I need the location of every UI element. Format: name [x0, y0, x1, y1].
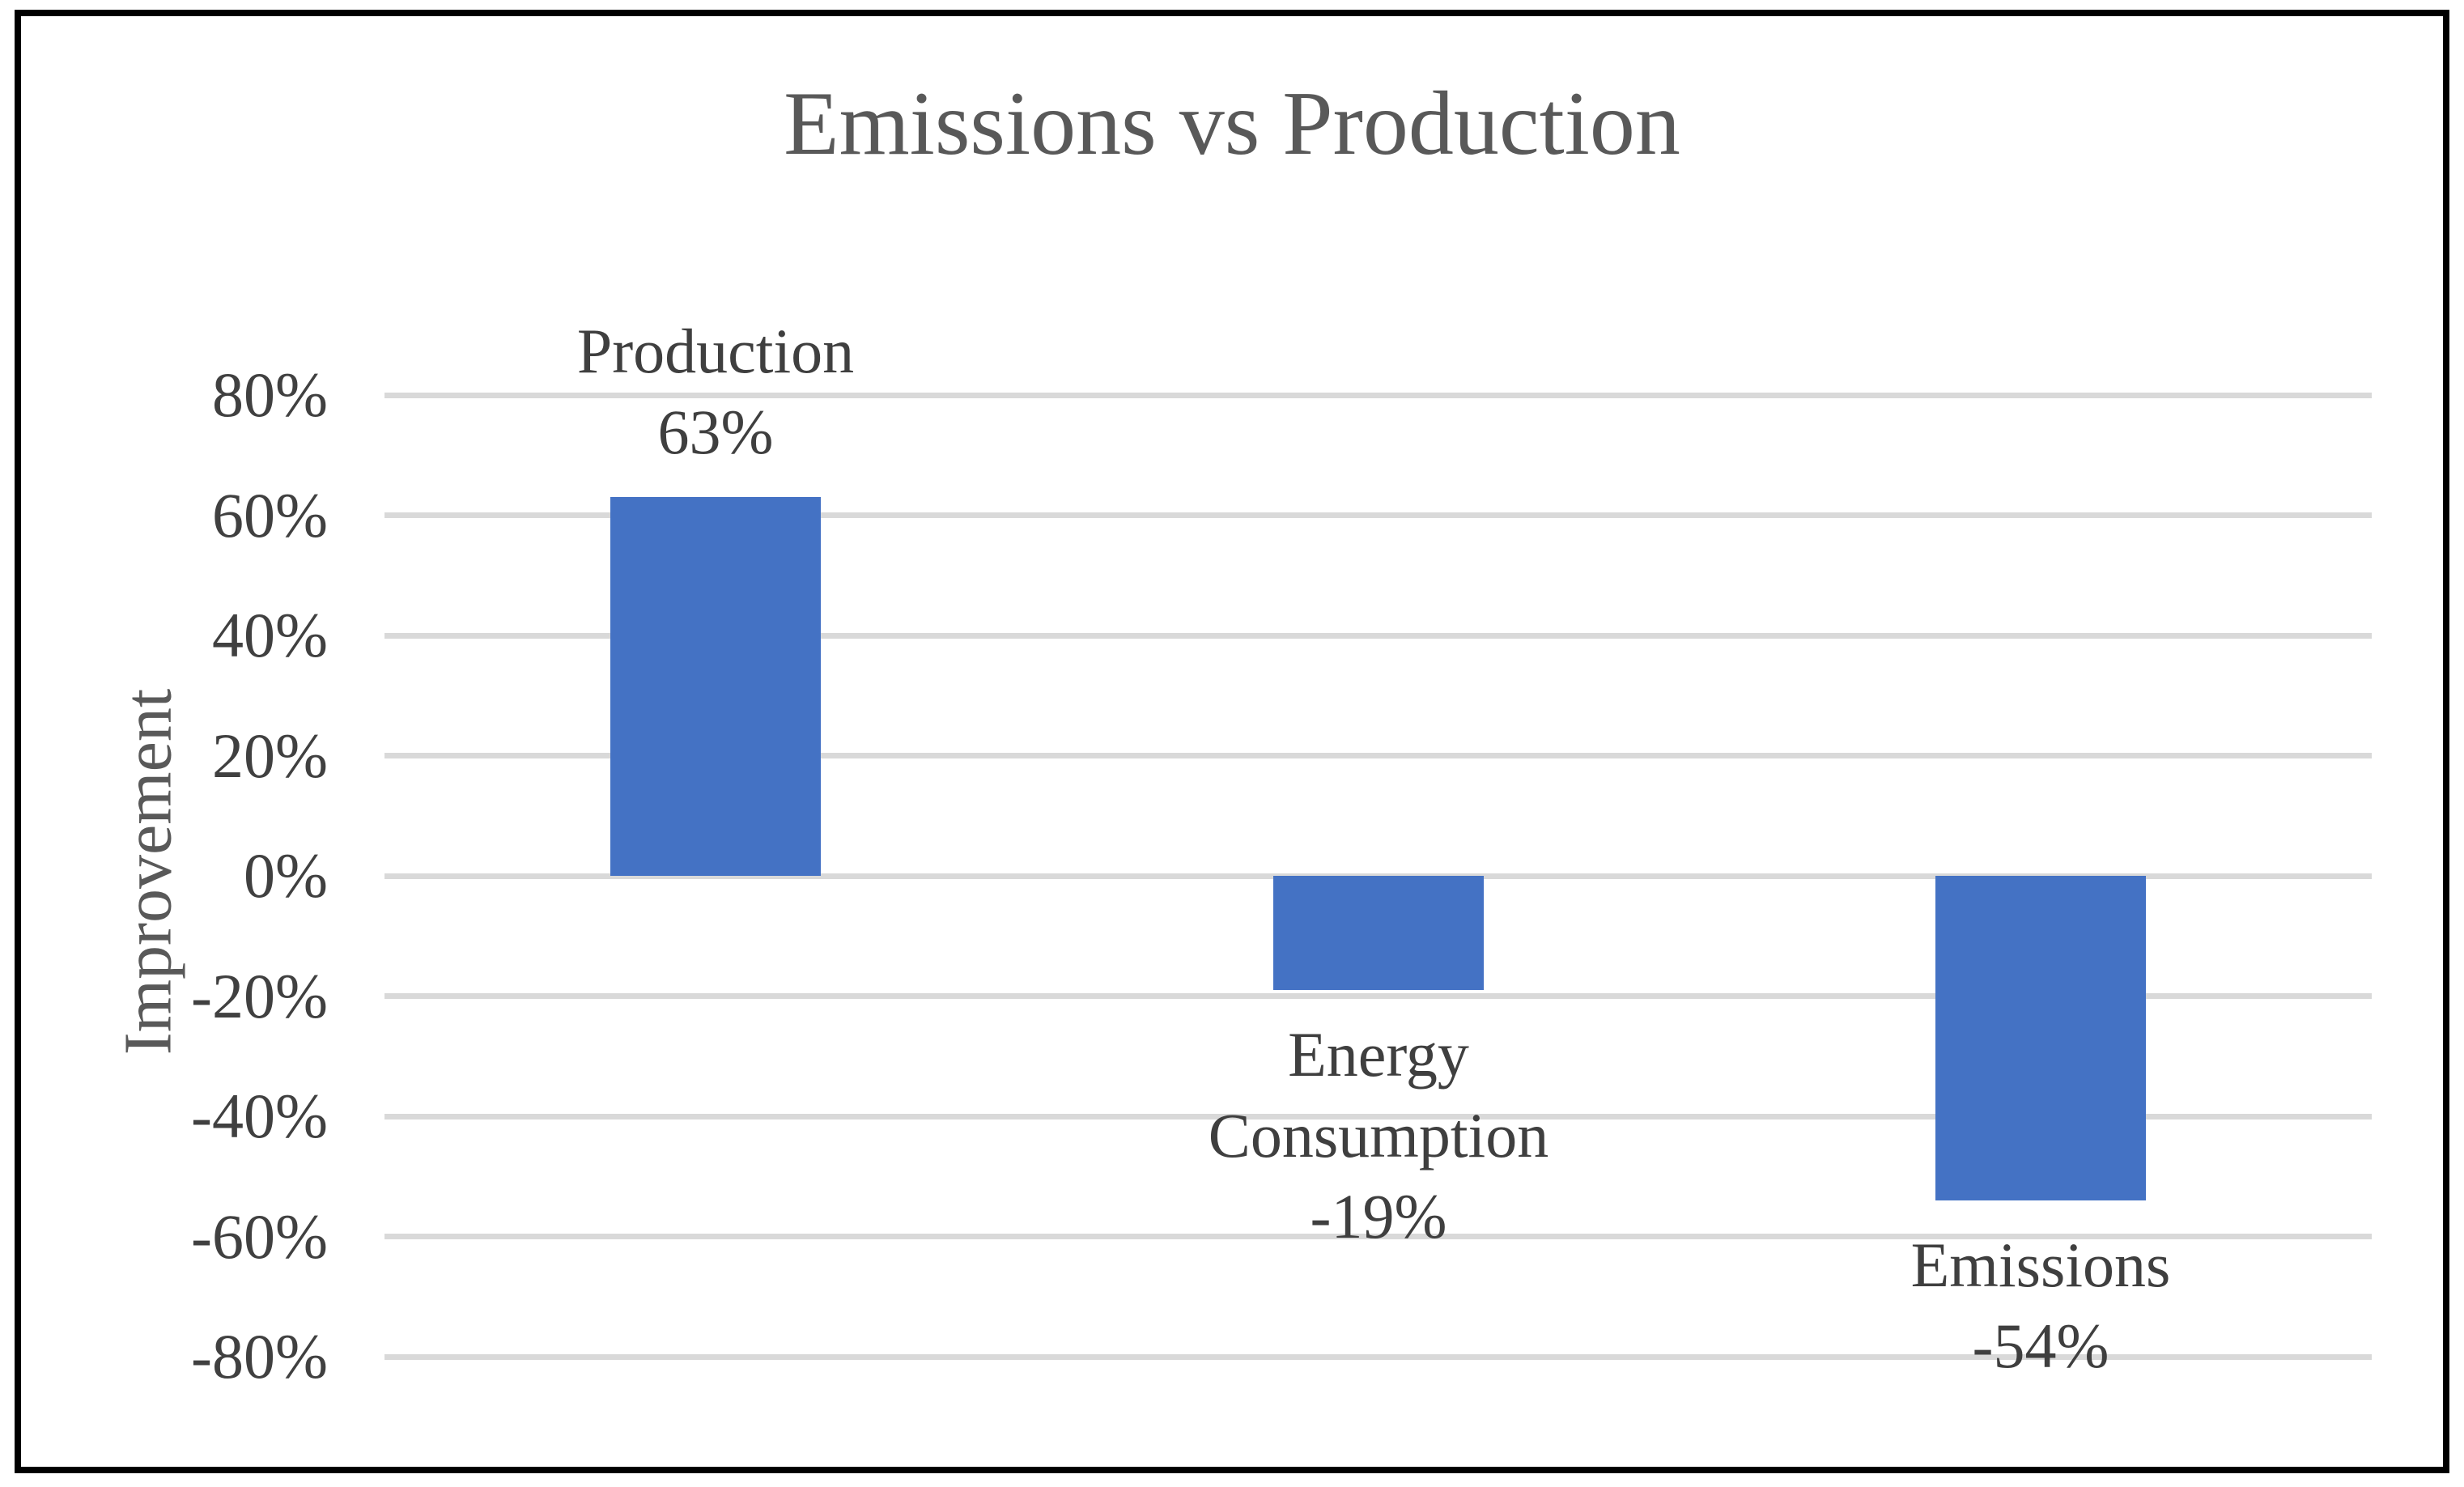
- y-tick-label-20-: 20%: [212, 720, 328, 791]
- data-label-value: 63%: [657, 397, 774, 467]
- y-tick-label--60-: -60%: [191, 1201, 328, 1272]
- data-label-production: Production 63%: [351, 311, 1080, 473]
- y-tick-label-40-: 40%: [212, 600, 328, 670]
- data-label-category-line: Emissions: [1910, 1230, 2171, 1300]
- data-label-category-line: Production: [576, 316, 855, 386]
- chart-title: Emissions vs Production: [784, 74, 1680, 174]
- bar-emissions: [1935, 876, 2146, 1200]
- data-label-value: -54%: [1972, 1311, 2109, 1381]
- y-tick-label-60-: 60%: [212, 480, 328, 550]
- gridline--80-: [384, 1354, 2372, 1360]
- data-label-emissions: Emissions -54%: [1676, 1225, 2405, 1387]
- y-tick-label--80-: -80%: [191, 1321, 328, 1391]
- gridline--60-: [384, 1234, 2372, 1239]
- data-label-category-line: Consumption: [1208, 1100, 1549, 1170]
- bar-energy-consumption: [1273, 876, 1484, 990]
- data-label-energy-consumption: Energy Consumption -19%: [1014, 1014, 1743, 1257]
- gridline-20-: [384, 753, 2372, 758]
- y-tick-label--20-: -20%: [191, 961, 328, 1031]
- bar-production: [610, 497, 821, 876]
- y-tick-label-80-: 80%: [212, 359, 328, 430]
- data-label-category-line: Energy: [1288, 1019, 1469, 1090]
- data-label-value: -19%: [1310, 1181, 1447, 1251]
- y-tick-label-0-: 0%: [244, 840, 328, 911]
- y-tick-label--40-: -40%: [191, 1081, 328, 1151]
- gridline--40-: [384, 1114, 2372, 1119]
- gridline-40-: [384, 633, 2372, 639]
- gridline-80-: [384, 393, 2372, 398]
- gridline--20-: [384, 993, 2372, 999]
- gridline-60-: [384, 512, 2372, 518]
